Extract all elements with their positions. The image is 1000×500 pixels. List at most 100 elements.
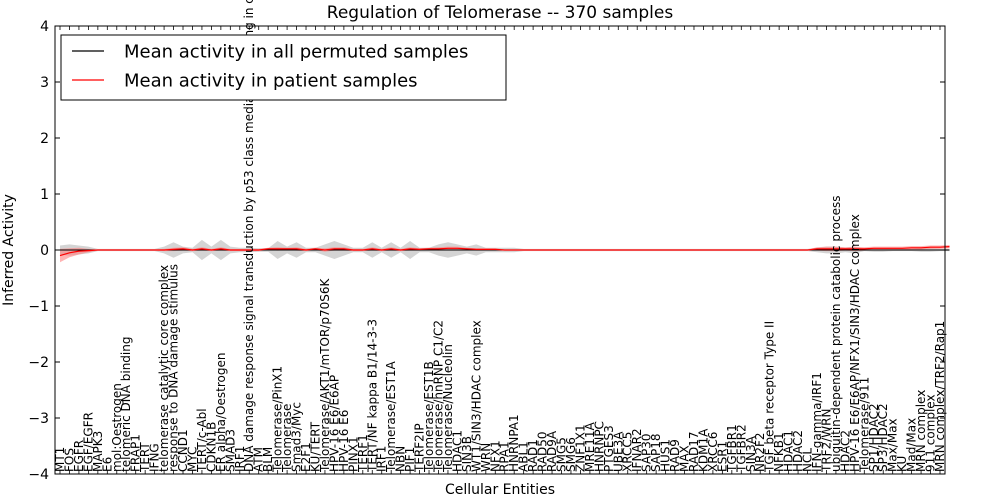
x-tick-label: HPV-16 E6 — [337, 410, 351, 472]
series-line-patient — [59, 246, 950, 257]
x-tick-label: RAD17 — [687, 431, 701, 472]
legend-label-patient: Mean activity in patient samples — [124, 71, 418, 92]
x-tick-label: KU/TERT — [309, 421, 323, 472]
x-tick-label: TERF2IP — [413, 423, 427, 473]
axes-frame — [54, 25, 946, 475]
x-tick-label: NBN — [394, 446, 408, 472]
x-tick-label: RAD9A — [545, 430, 559, 472]
x-tick-label: TGFBR1 — [725, 424, 739, 473]
x-tick-label: MT1 — [53, 447, 67, 472]
x-tick-label: response to DNA damage stimulus — [167, 264, 181, 472]
x-tick-label: NCL — [801, 448, 815, 472]
x-tick-label: EGFR — [72, 440, 86, 472]
x-tick-label: FOS — [63, 448, 77, 472]
x-tick-label: TGFBR2 — [734, 424, 748, 473]
x-tick-label: ZNF1X1 — [573, 424, 587, 472]
x-tick-label: HDAC2 — [838, 430, 852, 472]
x-tick-label: CCND1 — [176, 429, 190, 472]
x-tick-label: PTGES3 — [602, 425, 616, 472]
x-tick-label: SAP18 — [649, 433, 663, 472]
x-tick-label: HDAC2 — [791, 430, 805, 472]
x-tick-label: TERF1 — [356, 434, 370, 473]
x-tick-label: TRF2/WRN — [820, 409, 834, 473]
x-tick-label: MYC — [186, 447, 200, 472]
x-axis-label: Cellular Entities — [445, 482, 555, 498]
x-tick-label: IFNAR2 — [630, 428, 644, 472]
x-tick-label: TERT/c-Abl — [195, 408, 209, 473]
x-tick-label: BLM — [261, 447, 275, 472]
x-tick-label: EGF/EGFR — [81, 412, 95, 472]
x-tick-label: Telomerase/EST1B — [422, 361, 436, 473]
x-tick-label: TERT/NF kappa B1/14-3-3 — [365, 319, 379, 473]
x-tick-label: SIN3A — [744, 435, 758, 472]
x-tick-label: KDM1A — [696, 428, 710, 472]
x-tick-label: telomerase catalytic core complex — [157, 265, 171, 472]
legend-box — [60, 34, 507, 101]
y-tick-label: 3 — [40, 75, 49, 91]
y-tick-label: −1 — [28, 299, 49, 315]
x-tick-label: SMAD3 — [223, 429, 237, 472]
x-tick-label: ubiquitin-dependent protein catabolic pr… — [829, 196, 843, 472]
y-tick-label: 2 — [40, 131, 49, 147]
x-tick-label: MRN complex — [914, 390, 928, 472]
x-tick-label: HDAC1 — [782, 430, 796, 472]
x-tick-label: RAD50 — [536, 431, 550, 472]
x-tick-label: Telomerase/hnRNP C1/C2 — [432, 320, 446, 473]
x-tick-label: Telomerase/PinX1 — [271, 366, 285, 473]
x-tick-label: Mad/Max — [905, 418, 919, 472]
x-tick-label: SMG6 — [564, 437, 578, 472]
x-tick-label: Telomerase/911 — [857, 377, 871, 473]
x-tick-label: MAX — [678, 445, 692, 472]
y-tick-label: −4 — [28, 467, 49, 483]
chart-title: Regulation of Telomerase -- 370 samples — [327, 3, 674, 23]
y-axis-label: Inferred Activity — [1, 194, 17, 306]
x-tick-label: XRCC6 — [706, 432, 720, 472]
x-tick-label: RPA1 — [498, 441, 512, 472]
x-tick-label: HUS1 — [659, 439, 673, 472]
x-tick-label: SP1/HDAC2 — [867, 403, 881, 472]
x-tick-label: IFN-gamma/IRF1 — [810, 372, 824, 472]
y-tick-label: −2 — [28, 355, 49, 371]
x-tick-label: WRN — [479, 443, 493, 472]
x-tick-label: NR2F2 — [753, 433, 767, 473]
x-tick-label: WT1/SIN3/HDAC complex — [469, 320, 483, 472]
legend: Mean activity in all permuted samples Me… — [60, 34, 507, 101]
x-tick-label: HNRNPC — [592, 421, 606, 472]
x-tick-label: ESR1 — [715, 441, 729, 472]
x-tick-label: Telomerase/AKT1/mTOR/p70S6K — [318, 277, 332, 473]
y-tick-label: −3 — [28, 411, 49, 427]
x-tick-label: Max/Max — [886, 418, 900, 472]
x-tick-label: PIF1 — [403, 447, 417, 472]
x-tick-label: HNRNPA1 — [507, 414, 521, 472]
x-tick-label: UBE3A — [611, 431, 625, 472]
x-tick-label: TGF beta receptor Type II — [763, 321, 777, 473]
x-tick-label: 911 complex — [924, 394, 938, 472]
x-tick-label: HPV-16 E6/E6AP — [327, 375, 341, 472]
x-tick-label: IRF1 — [375, 446, 389, 472]
series-lines — [59, 246, 950, 257]
x-ticks: MT1FOSEGFREGF/EGFRMAPK3E6mol:Oestrogente… — [53, 0, 947, 474]
x-tick-label: SMG5 — [555, 437, 569, 472]
x-tick-label: FRAP1 — [129, 434, 143, 472]
y-tick-label: 4 — [40, 19, 49, 35]
x-tick-label: IRF1 — [233, 446, 247, 472]
x-tick-label: CDKN1B — [204, 422, 218, 472]
legend-label-permuted: Mean activity in all permuted samples — [124, 42, 468, 63]
x-tick-label: ER alpha/Oestrogen — [214, 353, 228, 472]
x-tick-label: KU — [895, 456, 909, 472]
x-tick-label: NFX1 — [488, 440, 502, 472]
x-tick-label: Smad3/Myc — [290, 402, 304, 472]
x-tick-label: SAP30 — [640, 433, 654, 472]
x-tick-label: IFNG — [148, 443, 162, 472]
x-tick-label: HDAC1 — [450, 430, 464, 472]
x-tick-label: Telomerase/EST1A — [384, 360, 398, 473]
x-tick-label: Telomerase — [280, 404, 294, 473]
x-tick-label: MRN complex/TRF2/Rap1 — [933, 321, 947, 472]
x-tick-label: mol:Oestrogen — [110, 383, 124, 472]
x-tick-label: Telomerase/Nucleolin — [441, 344, 455, 473]
x-tick-label: PINX1 — [346, 436, 360, 472]
x-tick-label: RAD1 — [526, 439, 540, 472]
y-tick-label: 1 — [40, 187, 49, 203]
x-tick-label: TERT — [138, 442, 152, 473]
